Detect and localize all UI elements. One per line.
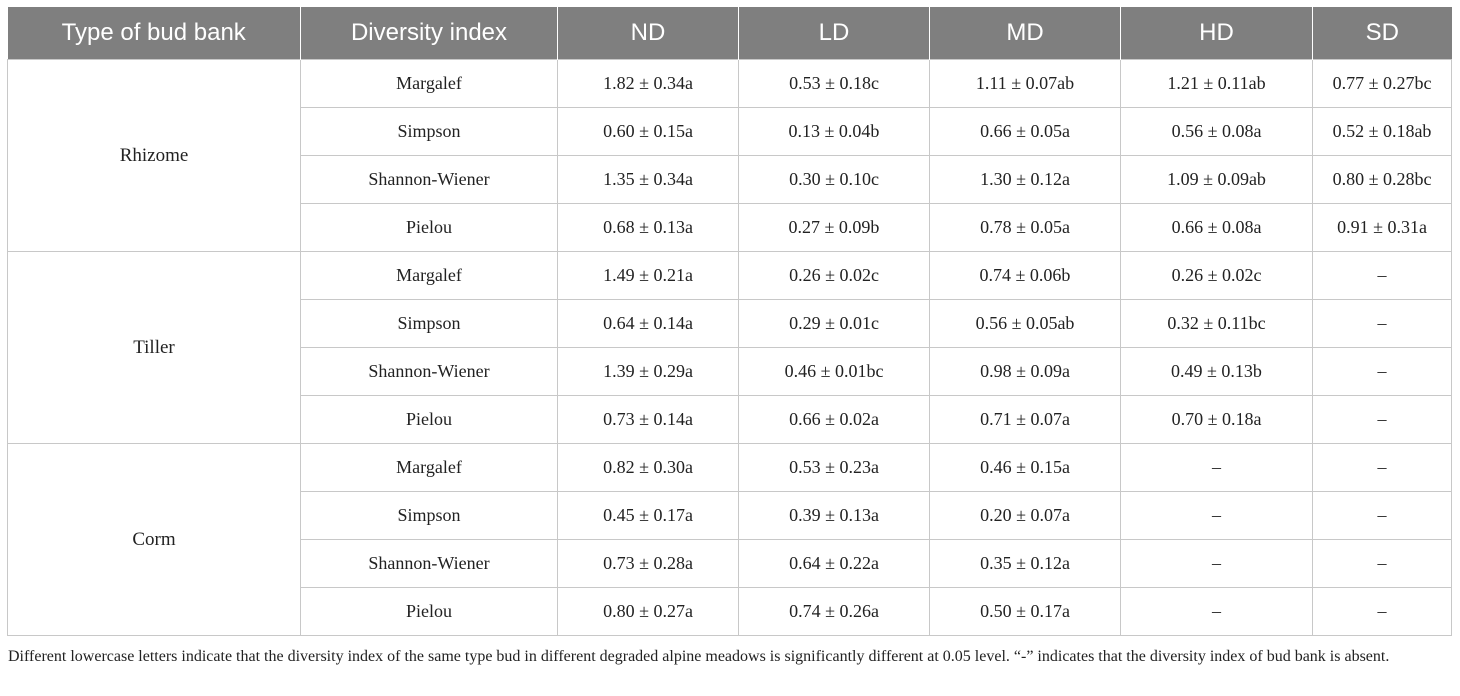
table-footnote: Different lowercase letters indicate tha… xyxy=(8,648,1390,665)
value-cell: 0.56 ± 0.08a xyxy=(1120,107,1313,156)
value-cell: 0.73 ± 0.14a xyxy=(557,395,739,444)
value-cell: – xyxy=(1312,443,1452,492)
table-row: Corm Margalef 0.82 ± 0.30a 0.53 ± 0.23a 0.46… xyxy=(7,443,1452,636)
value-cell: – xyxy=(1312,491,1452,540)
value-cell: 0.46 ± 0.15a xyxy=(929,443,1121,492)
value-cell: 0.74 ± 0.06b xyxy=(929,251,1121,300)
table-row: Rhizome Margalef 1.82 ± 0.34a 0.53 ± 0.18c 1… xyxy=(7,59,1452,252)
value-cell: 0.32 ± 0.11bc xyxy=(1120,299,1313,348)
value-cell: 0.46 ± 0.01bc xyxy=(738,347,930,396)
table-body: Rhizome Margalef 1.82 ± 0.34a 0.53 ± 0.18c 1… xyxy=(7,59,1452,636)
table-row: Shannon-Wiener 1.35 ± 0.34a 0.30 ± 0.10c 1.… xyxy=(8,155,1452,204)
diversity-index-cell: Margalef xyxy=(300,443,558,492)
value-cell: – xyxy=(1120,443,1313,492)
header-md: MD xyxy=(929,7,1121,60)
value-cell: 1.09 ± 0.09ab xyxy=(1120,155,1313,204)
value-cell: 0.53 ± 0.23a xyxy=(738,443,930,492)
value-cell: – xyxy=(1120,539,1313,588)
value-cell: 0.30 ± 0.10c xyxy=(738,155,930,204)
value-cell: 0.27 ± 0.09b xyxy=(738,203,930,252)
value-cell: 0.77 ± 0.27bc xyxy=(1312,59,1452,108)
diversity-table: Type of bud bank Diversity index ND LD M… xyxy=(7,7,1452,636)
value-cell: 0.13 ± 0.04b xyxy=(738,107,930,156)
value-cell: 0.66 ± 0.05a xyxy=(929,107,1121,156)
diversity-index-cell: Simpson xyxy=(300,107,558,156)
table-row: Simpson 0.64 ± 0.14a 0.29 ± 0.01c 0.56 ± 0.… xyxy=(8,299,1452,348)
diversity-index-cell: Shannon-Wiener xyxy=(300,347,558,396)
value-cell: 0.26 ± 0.02c xyxy=(738,251,930,300)
bud-bank-type-cell: Corm xyxy=(7,443,301,636)
header-nd: ND xyxy=(557,7,739,60)
diversity-index-cell: Shannon-Wiener xyxy=(300,539,558,588)
value-cell: 0.53 ± 0.18c xyxy=(738,59,930,108)
value-cell: 0.35 ± 0.12a xyxy=(929,539,1121,588)
header-type-of-bud-bank: Type of bud bank xyxy=(7,7,301,60)
value-cell: 1.82 ± 0.34a xyxy=(557,59,739,108)
value-cell: 0.70 ± 0.18a xyxy=(1120,395,1313,444)
diversity-index-cell: Shannon-Wiener xyxy=(300,155,558,204)
value-cell: – xyxy=(1312,299,1452,348)
value-cell: 0.66 ± 0.02a xyxy=(738,395,930,444)
value-cell: 0.49 ± 0.13b xyxy=(1120,347,1313,396)
diversity-index-cell: Pielou xyxy=(300,395,558,444)
header-sd: SD xyxy=(1312,7,1452,60)
table-row: Simpson 0.45 ± 0.17a 0.39 ± 0.13a 0.20 ± 0.… xyxy=(8,491,1452,540)
value-cell: – xyxy=(1312,347,1452,396)
table-row: Pielou 0.68 ± 0.13a 0.27 ± 0.09b 0.78 ± 0.0… xyxy=(8,203,1452,252)
value-cell: – xyxy=(1312,539,1452,588)
value-cell: 1.21 ± 0.11ab xyxy=(1120,59,1313,108)
value-cell: 0.80 ± 0.27a xyxy=(557,587,739,636)
diversity-index-cell: Margalef xyxy=(300,251,558,300)
header-ld: LD xyxy=(738,7,930,60)
value-cell: 0.45 ± 0.17a xyxy=(557,491,739,540)
table-row: Tiller Margalef 1.49 ± 0.21a 0.26 ± 0.02c 0.… xyxy=(7,251,1452,444)
header-row: Type of bud bank Diversity index ND LD M… xyxy=(7,7,1452,60)
value-cell: – xyxy=(1312,587,1452,636)
value-cell: 1.49 ± 0.21a xyxy=(557,251,739,300)
table-row: Shannon-Wiener 0.73 ± 0.28a 0.64 ± 0.22a 0.… xyxy=(8,539,1452,588)
value-cell: 0.80 ± 0.28bc xyxy=(1312,155,1452,204)
value-cell: 0.29 ± 0.01c xyxy=(738,299,930,348)
value-cell: 0.52 ± 0.18ab xyxy=(1312,107,1452,156)
value-cell: 0.56 ± 0.05ab xyxy=(929,299,1121,348)
value-cell: 0.64 ± 0.14a xyxy=(557,299,739,348)
value-cell: 1.30 ± 0.12a xyxy=(929,155,1121,204)
table-row: Simpson 0.60 ± 0.15a 0.13 ± 0.04b 0.66 ± 0.… xyxy=(8,107,1452,156)
value-cell: 0.26 ± 0.02c xyxy=(1120,251,1313,300)
value-cell: 0.91 ± 0.31a xyxy=(1312,203,1452,252)
value-cell: 0.64 ± 0.22a xyxy=(738,539,930,588)
diversity-index-cell: Simpson xyxy=(300,491,558,540)
diversity-index-cell: Pielou xyxy=(300,587,558,636)
value-cell: 0.50 ± 0.17a xyxy=(929,587,1121,636)
value-cell: – xyxy=(1312,395,1452,444)
diversity-index-cell: Simpson xyxy=(300,299,558,348)
header-diversity-index: Diversity index xyxy=(300,7,558,60)
diversity-index-cell: Pielou xyxy=(300,203,558,252)
value-cell: 0.68 ± 0.13a xyxy=(557,203,739,252)
value-cell: 0.39 ± 0.13a xyxy=(738,491,930,540)
diversity-index-cell: Margalef xyxy=(300,59,558,108)
header-hd: HD xyxy=(1120,7,1313,60)
value-cell: 0.82 ± 0.30a xyxy=(557,443,739,492)
value-cell: 0.60 ± 0.15a xyxy=(557,107,739,156)
value-cell: – xyxy=(1120,491,1313,540)
value-cell: 0.66 ± 0.08a xyxy=(1120,203,1313,252)
bud-bank-type-cell: Rhizome xyxy=(7,59,301,252)
table-row: Pielou 0.73 ± 0.14a 0.66 ± 0.02a 0.71 ± 0.0… xyxy=(8,395,1452,444)
table-row: Pielou 0.80 ± 0.27a 0.74 ± 0.26a 0.50 ± 0.1… xyxy=(8,587,1452,636)
value-cell: 0.20 ± 0.07a xyxy=(929,491,1121,540)
value-cell: 0.98 ± 0.09a xyxy=(929,347,1121,396)
value-cell: 1.35 ± 0.34a xyxy=(557,155,739,204)
bud-bank-type-cell: Tiller xyxy=(7,251,301,444)
value-cell: 0.73 ± 0.28a xyxy=(557,539,739,588)
value-cell: 0.78 ± 0.05a xyxy=(929,203,1121,252)
value-cell: 0.71 ± 0.07a xyxy=(929,395,1121,444)
value-cell: – xyxy=(1312,251,1452,300)
value-cell: – xyxy=(1120,587,1313,636)
value-cell: 0.74 ± 0.26a xyxy=(738,587,930,636)
value-cell: 1.39 ± 0.29a xyxy=(557,347,739,396)
value-cell: 1.11 ± 0.07ab xyxy=(929,59,1121,108)
